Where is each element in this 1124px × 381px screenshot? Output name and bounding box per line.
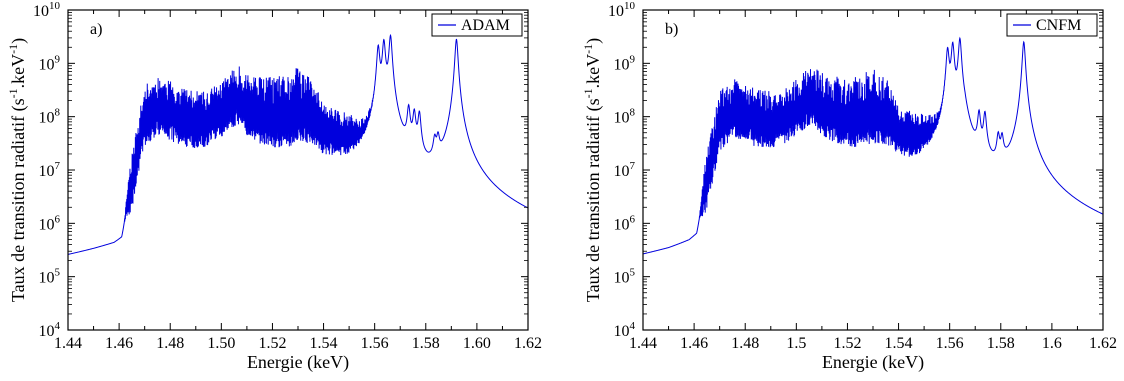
- x-tick-label: 1.5: [786, 335, 806, 352]
- legend: CNFM: [1006, 13, 1098, 37]
- y-tick-label: 1010: [33, 0, 61, 20]
- x-tick-label: 1.62: [514, 335, 542, 352]
- chart-panel-a: 1.44 1.46 1.48 1.50 1.52 1.54 1.56 1.58 1.60 1.62…: [6, 0, 542, 373]
- y-tick-label: 107: [39, 160, 61, 180]
- x-tick-label: 1.50: [207, 335, 235, 352]
- series-line-adam: [68, 33, 528, 255]
- x-tick-label: 1.44: [629, 335, 657, 352]
- x-tick-label: 1.60: [463, 335, 491, 352]
- panel-label: b): [665, 21, 678, 38]
- chart-panel-b: 1.44 1.46 1.48 1.5 1.52 1.54 1.56 1.58 1.6 1.62 10…: [581, 0, 1117, 373]
- y-tick-label: 104: [614, 320, 636, 340]
- x-tick-label: 1.54: [885, 335, 913, 352]
- x-tick-label: 1.46: [680, 335, 708, 352]
- x-tick-label: 1.52: [258, 335, 286, 352]
- legend: ADAM: [431, 13, 523, 37]
- y-tick-label: 105: [614, 267, 636, 287]
- y-axis-label: Taux de transition radiatif (s-1.keV-1): [6, 38, 29, 302]
- y-axis-label: Taux de transition radiatif (s-1.keV-1): [581, 38, 604, 302]
- y-tick-label: 106: [614, 213, 636, 233]
- y-tick-label: 1010: [608, 0, 636, 20]
- y-tick-label: 106: [39, 213, 61, 233]
- x-tick-label: 1.48: [731, 335, 759, 352]
- legend-box: [1006, 13, 1098, 37]
- y-tick-label: 108: [614, 107, 636, 127]
- y-tick-label: 109: [614, 53, 636, 73]
- y-tick-label: 104: [39, 320, 61, 340]
- x-tick-label: 1.58: [987, 335, 1015, 352]
- legend-box: [431, 13, 523, 37]
- legend-entry-label: CNFM: [1036, 17, 1081, 34]
- y-tick-label: 109: [39, 53, 61, 73]
- panel-label: a): [90, 21, 102, 38]
- x-tick-label: 1.52: [833, 335, 861, 352]
- y-tick-label: 108: [39, 107, 61, 127]
- x-tick-label: 1.48: [156, 335, 184, 352]
- y-tick-label: 105: [39, 267, 61, 287]
- y-tick-label: 107: [614, 160, 636, 180]
- x-tick-label: 1.46: [105, 335, 133, 352]
- x-tick-label: 1.54: [310, 335, 338, 352]
- x-tick-label: 1.58: [412, 335, 440, 352]
- x-tick-label: 1.56: [936, 335, 964, 352]
- x-tick-label: 1.44: [54, 335, 82, 352]
- legend-entry-label: ADAM: [461, 17, 510, 34]
- x-tick-label: 1.6: [1042, 335, 1062, 352]
- x-axis-label: Energie (keV): [822, 352, 924, 373]
- x-tick-label: 1.56: [361, 335, 389, 352]
- x-axis-label: Energie (keV): [247, 352, 349, 373]
- x-tick-label: 1.62: [1089, 335, 1117, 352]
- series-line-cnfm: [643, 36, 1103, 255]
